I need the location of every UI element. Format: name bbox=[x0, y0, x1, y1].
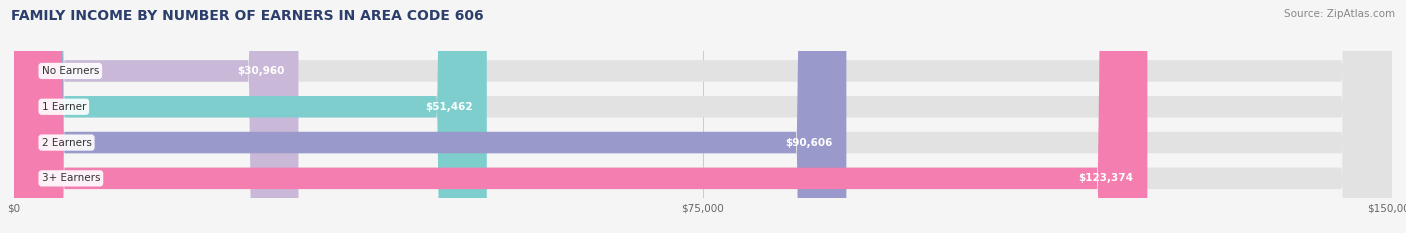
FancyBboxPatch shape bbox=[14, 0, 1147, 233]
Text: $30,960: $30,960 bbox=[238, 66, 284, 76]
FancyBboxPatch shape bbox=[14, 0, 846, 233]
FancyBboxPatch shape bbox=[14, 0, 1392, 233]
Text: 1 Earner: 1 Earner bbox=[42, 102, 86, 112]
Text: 2 Earners: 2 Earners bbox=[42, 137, 91, 147]
Text: Source: ZipAtlas.com: Source: ZipAtlas.com bbox=[1284, 9, 1395, 19]
Text: FAMILY INCOME BY NUMBER OF EARNERS IN AREA CODE 606: FAMILY INCOME BY NUMBER OF EARNERS IN AR… bbox=[11, 9, 484, 23]
Text: No Earners: No Earners bbox=[42, 66, 98, 76]
Text: $51,462: $51,462 bbox=[426, 102, 472, 112]
Text: 3+ Earners: 3+ Earners bbox=[42, 173, 100, 183]
Text: $123,374: $123,374 bbox=[1078, 173, 1133, 183]
FancyBboxPatch shape bbox=[14, 0, 1392, 233]
FancyBboxPatch shape bbox=[14, 0, 1392, 233]
FancyBboxPatch shape bbox=[14, 0, 486, 233]
FancyBboxPatch shape bbox=[14, 0, 1392, 233]
Text: $90,606: $90,606 bbox=[785, 137, 832, 147]
FancyBboxPatch shape bbox=[14, 0, 298, 233]
